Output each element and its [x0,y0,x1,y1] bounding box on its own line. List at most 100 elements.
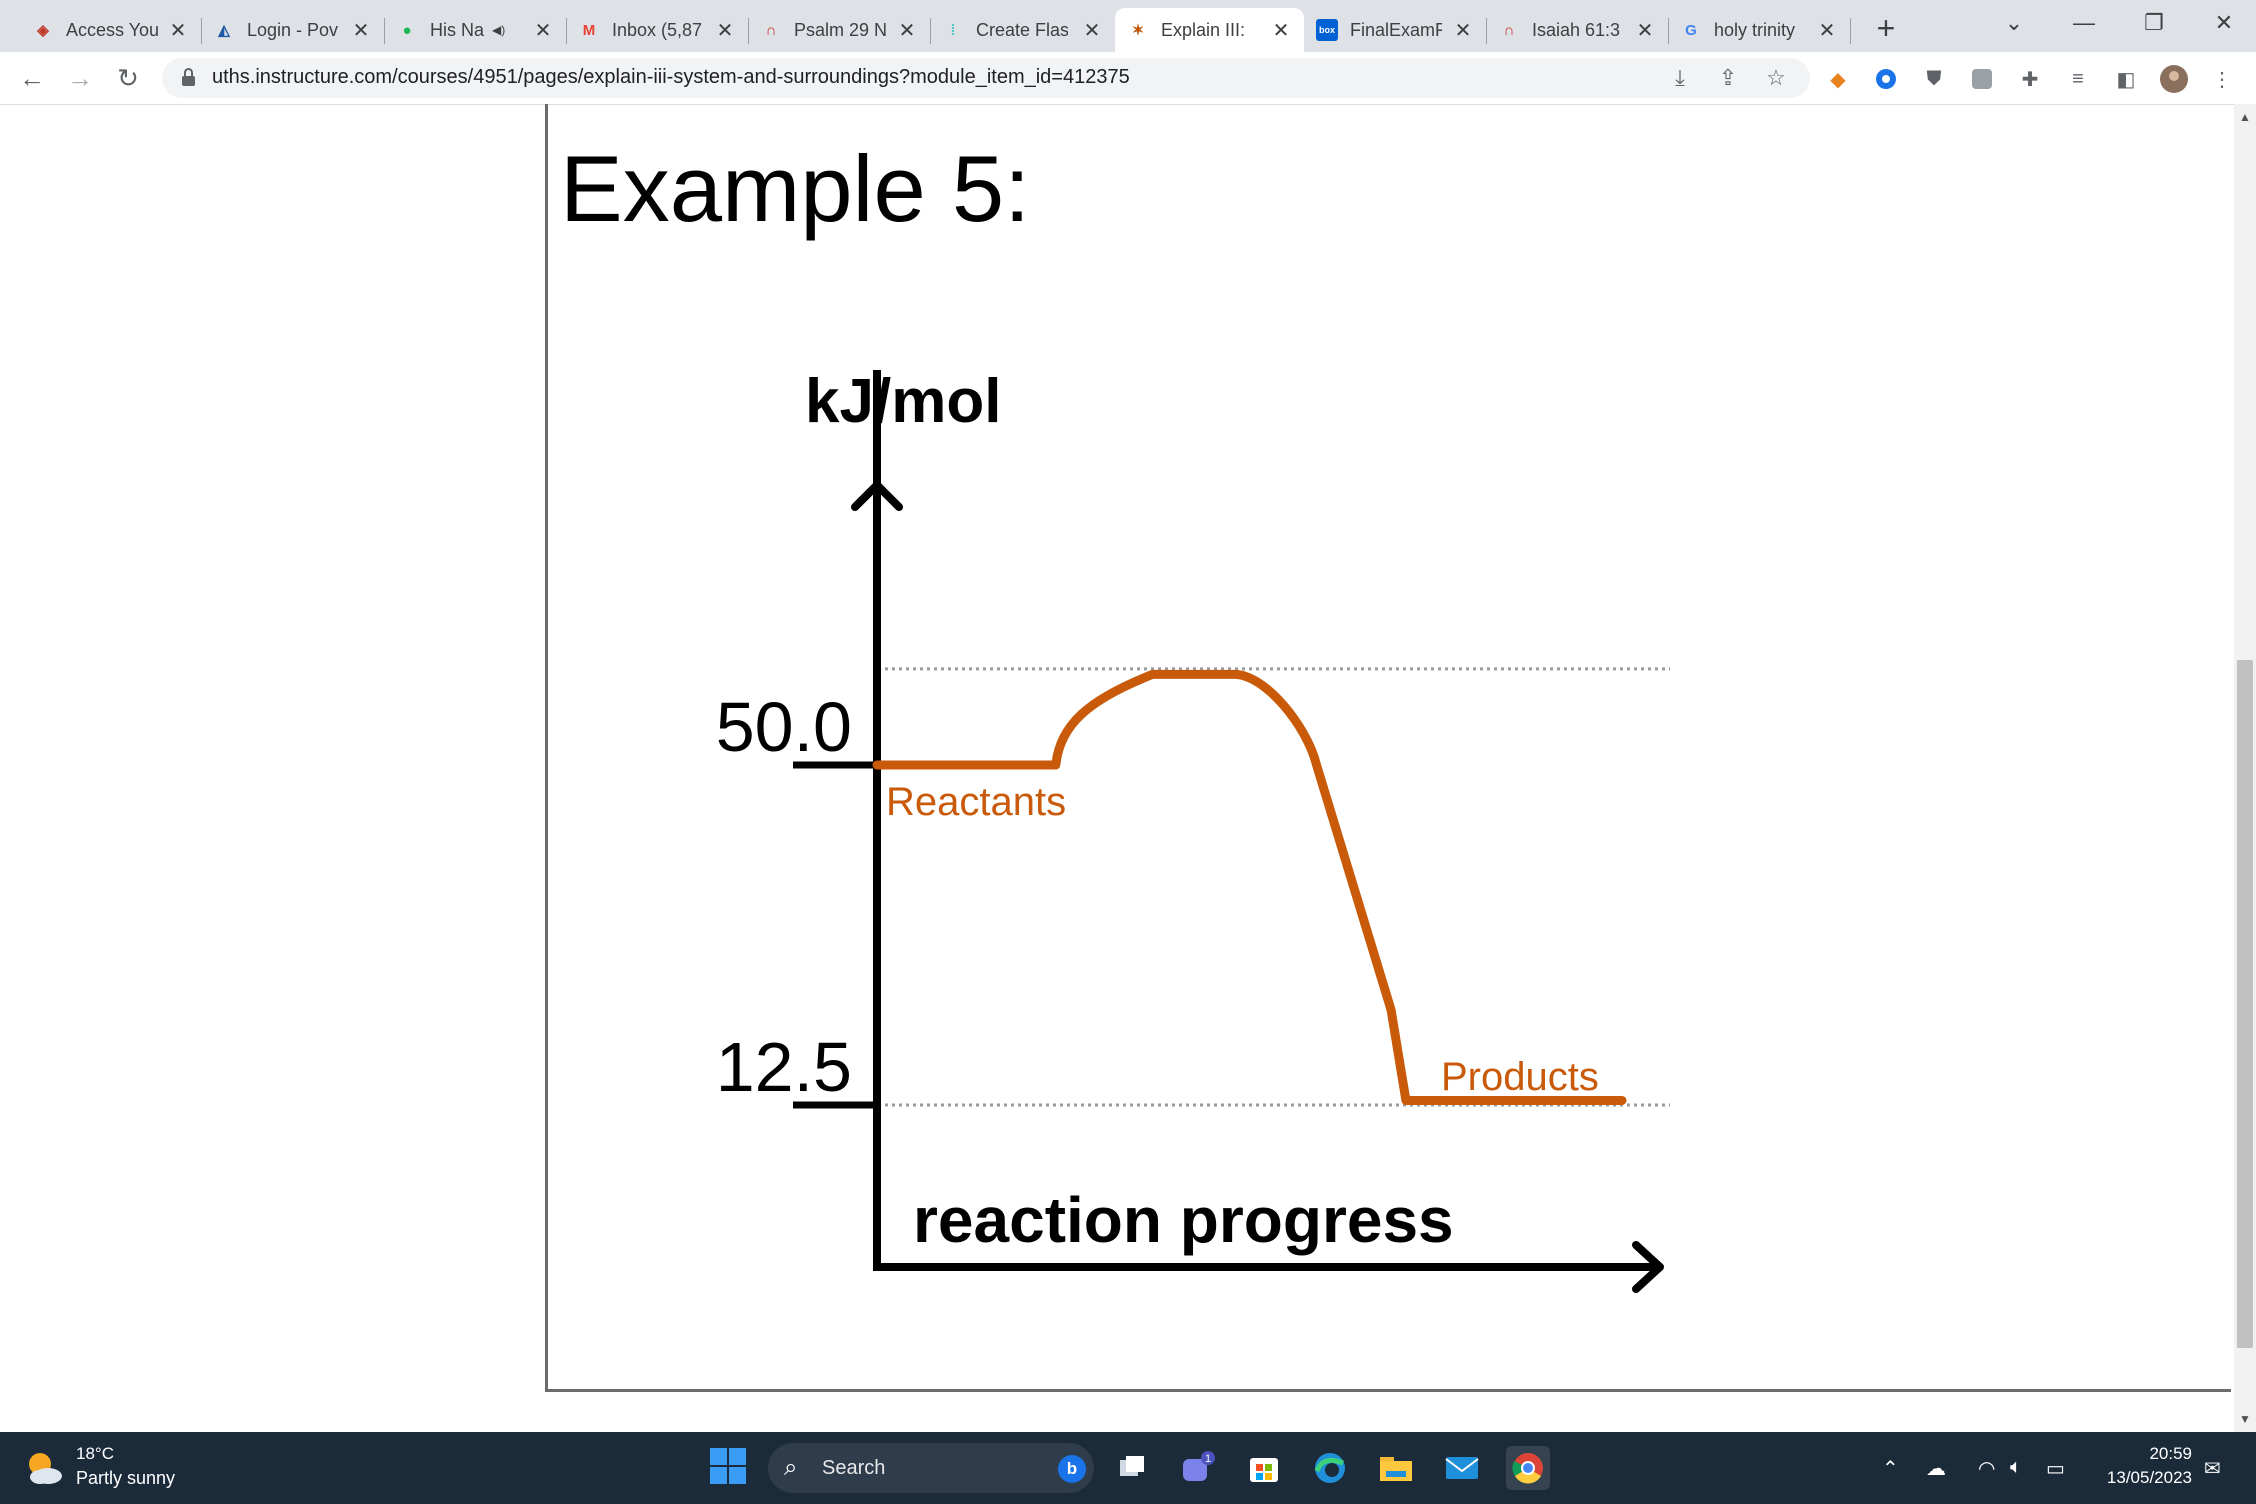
extensions-puzzle-icon[interactable]: ✚ [2021,68,2039,91]
texas-icon: ✶ [1131,22,1145,39]
start-button[interactable] [710,1448,746,1484]
energy-curve-series [872,669,1627,1105]
weather-temperature[interactable]: 18°C [76,1444,114,1463]
file-explorer-icon[interactable] [1374,1446,1418,1490]
tab-1[interactable]: ◈ Access You ✕ [20,8,202,52]
tab-8[interactable]: box FinalExamF ✕ [1304,8,1487,52]
chrome-browser-icon[interactable] [1506,1446,1550,1490]
tab-title: Explain III: [1161,19,1246,40]
taskbar-search-box[interactable]: ⌕ Search b [768,1443,1094,1493]
tab-separator [1850,18,1851,44]
extension-circle-icon[interactable] [1871,64,1901,94]
clock-time[interactable]: 20:59 [2149,1444,2192,1463]
tab-title: Psalm 29 N [794,19,886,40]
tab-7[interactable]: ✶ Explain III: ✕ [1115,8,1304,52]
products-annotation: Products [1441,1055,1599,1099]
close-tab-icon[interactable]: ✕ [1272,19,1290,42]
gmail-icon: M [582,21,596,39]
weather-description[interactable]: Partly sunny [76,1468,176,1488]
box-icon: box [1316,19,1338,41]
audio-playing-icon[interactable]: ◀) [492,23,506,37]
scroll-down-arrow[interactable]: ▼ [2239,1412,2251,1426]
tab-5[interactable]: ∩ Psalm 29 N ✕ [748,8,931,52]
close-tab-icon[interactable]: ✕ [716,19,734,42]
quizlet-icon: ⁞ [950,21,956,39]
scroll-up-arrow[interactable]: ▲ [2239,110,2251,124]
share-icon[interactable]: ⇪ [1718,65,1738,90]
tab-search-chevron-icon[interactable]: ⌄ [2004,10,2024,35]
install-app-icon[interactable]: ⤓ [1675,65,1685,90]
back-button[interactable]: ← [19,62,45,93]
windows-taskbar: 18°C Partly sunny ⌕ Search b 1 ⌃ ☁ ◠ 🔈︎ … [0,1432,2256,1504]
profile-avatar[interactable] [2159,64,2189,94]
tab-separator [1668,18,1669,44]
tab-title: Access You [66,19,158,40]
close-tab-icon[interactable]: ✕ [169,19,187,42]
onedrive-cloud-icon[interactable]: ☁ [1926,1458,1946,1480]
close-tab-icon[interactable]: ✕ [1083,19,1101,42]
tab-title: Inbox (5,87 [612,19,703,40]
teams-chat-icon[interactable]: 1 [1176,1446,1220,1490]
tab-title: Login - Pov [247,19,339,40]
volume-icon[interactable]: 🔈︎ [2010,1456,2022,1478]
tab-separator [1486,18,1487,44]
side-panel-icon[interactable]: ◧ [2116,68,2136,91]
partly-sunny-icon[interactable] [22,1446,66,1490]
tab-4[interactable]: M Inbox (5,87 ✕ [566,8,749,52]
minimize-button[interactable]: — [2073,10,2095,35]
spotify-icon: ● [402,21,412,39]
close-tab-icon[interactable]: ✕ [534,19,552,42]
close-window-button[interactable]: ✕ [2214,10,2234,35]
reload-button[interactable]: ↻ [117,62,139,93]
close-tab-icon[interactable]: ✕ [898,19,916,42]
google-icon: G [1685,21,1697,39]
tab-title: His Na [430,19,485,40]
taskbar-search-label: Search [822,1457,886,1479]
show-hidden-icons-chevron-icon[interactable]: ⌃ [1882,1458,1899,1480]
edge-browser-icon[interactable] [1308,1446,1352,1490]
tab-title: Create Flas [976,19,1068,40]
shield-extension-icon[interactable]: ⛊ [1926,67,1942,90]
new-tab-button[interactable]: + [1876,9,1896,46]
y-axis-arrowhead [851,481,903,511]
x-axis-arrowhead [1632,1241,1664,1293]
restore-button[interactable]: ❐ [2144,10,2164,35]
y-axis-label: kJ/mol [805,370,1001,436]
metamask-fox-icon[interactable]: ◆ [1830,68,1846,91]
powerschool-icon: ◭ [218,22,230,39]
clock-date[interactable]: 13/05/2023 [2106,1468,2192,1487]
bing-icon[interactable]: b [1058,1455,1086,1483]
bible-app-icon: ∩ [765,21,777,39]
tab-9[interactable]: ∩ Isaiah 61:3 ✕ [1486,8,1669,52]
close-tab-icon[interactable]: ✕ [352,19,370,42]
grammar-extension-icon[interactable] [1967,64,1997,94]
battery-icon[interactable]: ▭ [2046,1458,2065,1480]
bookmark-star-icon[interactable]: ☆ [1766,65,1786,90]
mail-icon[interactable] [1440,1446,1484,1490]
tab-6[interactable]: ⁞ Create Flas ✕ [930,8,1115,52]
bible-app-icon: ∩ [1503,21,1515,39]
url-text[interactable]: uths.instructure.com/courses/4951/pages/… [212,66,1130,88]
microsoft-store-icon[interactable] [1242,1446,1286,1490]
tab-title: FinalExamF [1350,19,1442,40]
browser-menu-icon[interactable]: ⋮ [2212,68,2232,91]
close-tab-icon[interactable]: ✕ [1454,19,1472,42]
tab-title: Isaiah 61:3 [1532,19,1621,40]
forward-button[interactable]: → [67,62,93,93]
content-frame [545,104,2231,1392]
reading-list-icon[interactable]: ≡ [2072,67,2084,90]
wifi-icon[interactable]: ◠ [1978,1458,1996,1480]
address-bar[interactable]: uths.instructure.com/courses/4951/pages/… [162,58,1810,98]
tab-3[interactable]: ● His Na ◀) ✕ [384,8,567,52]
tab-strip: ◈ Access You ✕ ◭ Login - Pov ✕ ● His Na ◀) ✕ M Inbo… [0,0,2256,52]
task-view-icon[interactable] [1110,1446,1154,1490]
close-tab-icon[interactable]: ✕ [1636,19,1654,42]
notifications-icon[interactable]: ✉ [2204,1458,2221,1480]
page-scrollbar-thumb[interactable] [2237,660,2253,1348]
tab-2[interactable]: ◭ Login - Pov ✕ [201,8,385,52]
tab-separator [384,18,385,44]
tab-separator [930,18,931,44]
close-tab-icon[interactable]: ✕ [1818,19,1836,42]
lock-icon[interactable] [182,68,195,86]
